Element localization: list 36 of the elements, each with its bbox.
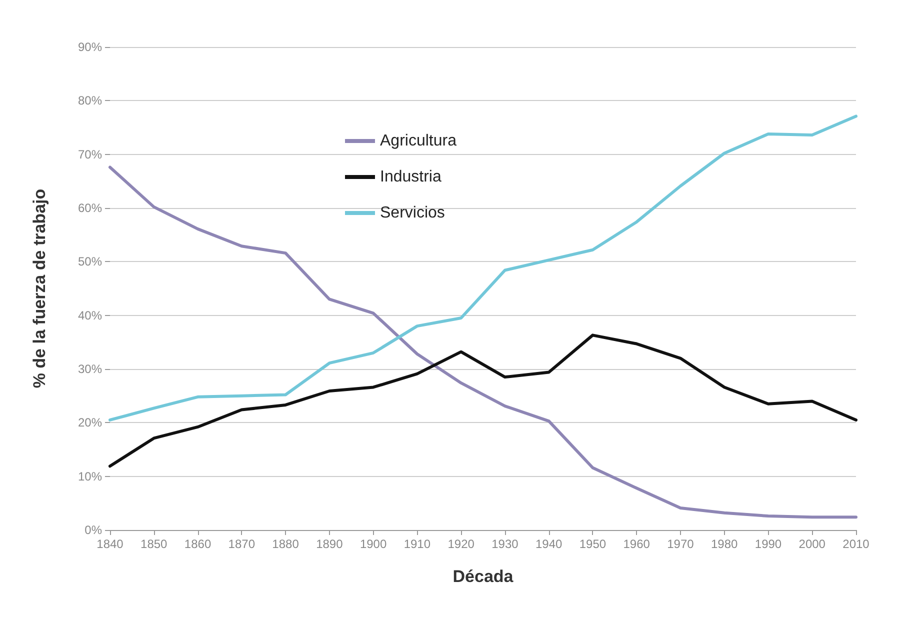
x-tick-label: 1910: [404, 537, 431, 551]
y-tick-label: 10%: [78, 469, 102, 484]
y-axis-title: % de la fuerza de trabajo: [30, 188, 49, 388]
x-tick-label: 1880: [272, 537, 300, 551]
x-tick-label: 1950: [579, 537, 606, 551]
y-tick-label: 20%: [78, 416, 102, 430]
x-tick-label: 1850: [140, 537, 168, 551]
x-tick-label: 2010: [842, 537, 870, 551]
x-tick-label: 1860: [184, 537, 212, 551]
y-tick-label: 60%: [78, 201, 102, 215]
x-tick-label: 1980: [711, 537, 738, 551]
legend-label: Servicios: [380, 204, 445, 222]
x-tick-label: 1930: [492, 537, 519, 551]
x-tick-label: 1920: [448, 537, 475, 551]
legend-label: Industria: [380, 168, 442, 186]
y-tick-label: 50%: [78, 254, 102, 269]
legend-label: Agricultura: [380, 132, 457, 150]
x-tick-label: 1960: [623, 537, 650, 551]
x-tick-label: 1890: [316, 537, 344, 551]
x-tick-label: 1840: [96, 537, 124, 551]
y-tick-label: 70%: [78, 147, 102, 162]
x-tick-label: 1940: [535, 537, 562, 551]
x-tick-label: 2000: [798, 537, 826, 551]
y-tick-label: 80%: [78, 94, 102, 108]
y-tick-label: 30%: [78, 362, 102, 376]
line-series: [108, 166, 858, 519]
line-series: [108, 114, 858, 422]
x-tick-label: 1900: [360, 537, 387, 551]
x-tick-label: 1990: [754, 537, 782, 551]
x-tick-label: 1970: [667, 537, 694, 551]
y-tick-label: 40%: [78, 308, 102, 322]
x-axis-title: Década: [452, 567, 514, 586]
y-tick-label: 0%: [84, 523, 102, 537]
line-series: [108, 334, 858, 468]
y-tick-label: 90%: [78, 40, 102, 54]
x-tick-label: 1870: [228, 537, 256, 551]
